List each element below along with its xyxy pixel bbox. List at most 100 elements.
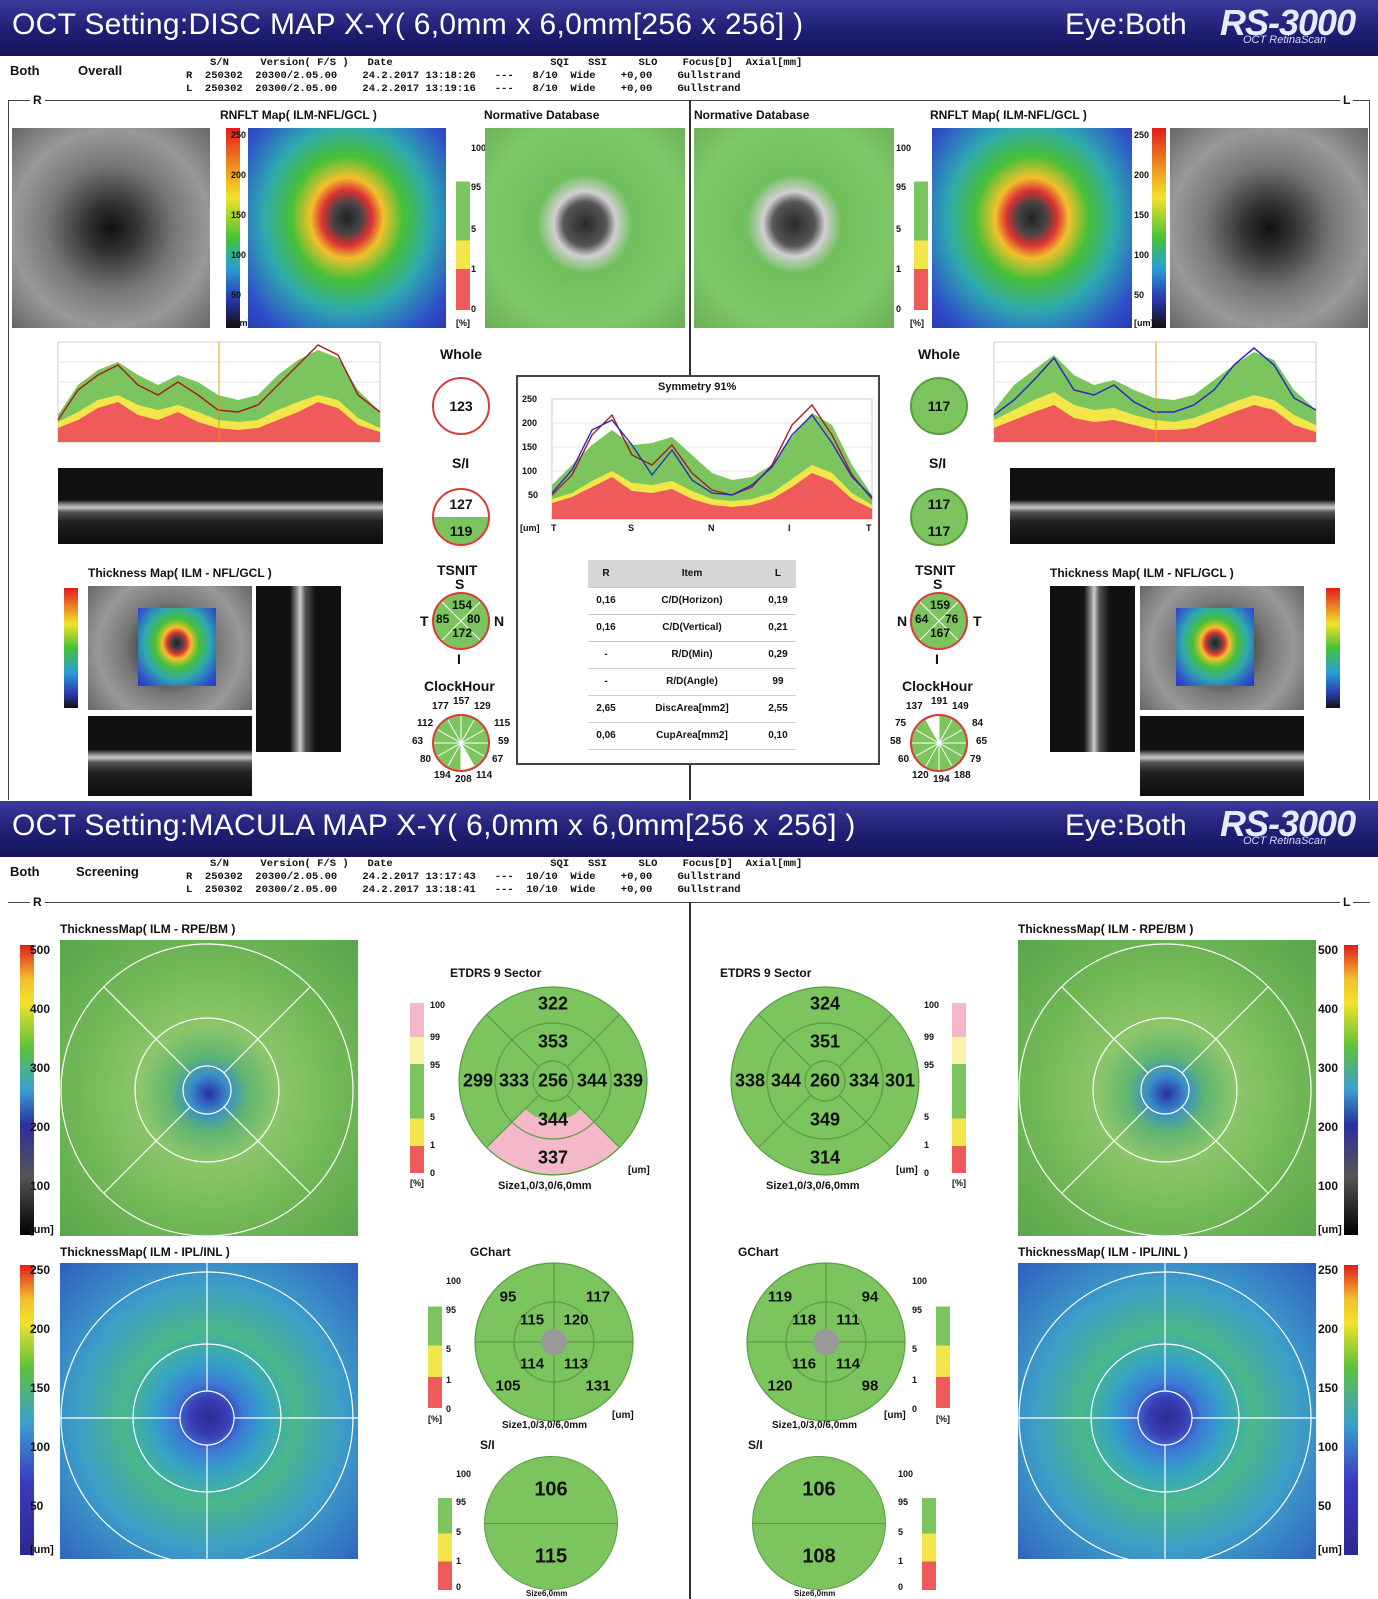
disc-title-bar: OCT Setting:DISC MAP X-Y( 6,0mm x 6,0mm[… (0, 0, 1378, 56)
rpe-tick: 400 (1318, 1002, 1339, 1016)
logo-subtitle: OCT RetinaScan (1243, 835, 1327, 847)
si-macula-circle-right: 106 115 (484, 1456, 618, 1590)
ipl-tick: 100 (30, 1440, 51, 1454)
scale-tick: 200 (231, 170, 247, 180)
ipl-tick: 150 (1318, 1381, 1339, 1395)
tsnit-i-right: 172 (452, 626, 473, 640)
etdrs-size-right: Size1,0/3,0/6,0mm (498, 1180, 592, 1192)
leg-tick: 1 (912, 1375, 918, 1385)
normative-map-left (694, 128, 894, 328)
table-header-item: Item (624, 560, 760, 588)
clock-value: 191 (931, 696, 948, 707)
leg-tick: 0 (898, 1582, 904, 1592)
normative-label-left: Normative Database (694, 108, 810, 122)
slo-fundus-image-right (12, 128, 210, 328)
rpe-tick: 300 (1318, 1061, 1339, 1075)
etdrs-inner-superior-right: 353 (537, 1031, 569, 1052)
clock-value: 157 (453, 696, 470, 707)
scale-tick: 150 (231, 210, 247, 220)
disc-bscan-right (58, 468, 383, 544)
clockhour-label-right: ClockHour (424, 678, 495, 694)
leg-tick: 1 (924, 1140, 930, 1150)
tsnit-graph-left (990, 340, 1355, 448)
tsnit-n-right: 80 (467, 612, 481, 626)
gchart-legend-left (936, 1278, 950, 1408)
table-cell: R/D(Angle) (624, 668, 760, 696)
si-label-right: S/I (452, 455, 470, 471)
clock-value: 129 (474, 701, 491, 712)
disc-side-l: L (1340, 93, 1354, 107)
si-superior-macula-right: 106 (534, 1478, 568, 1501)
leg-tick: 1 (430, 1140, 436, 1150)
vertical-bscan-left (1050, 586, 1135, 752)
norm-tick: 95 (896, 182, 907, 192)
scale-tick: 150 (1134, 210, 1150, 220)
tsnit-graph-right (18, 340, 383, 448)
si-superior-right: 127 (449, 495, 473, 512)
etdrs-outer-temporal-left: 301 (884, 1070, 916, 1091)
tsnit-letter-n-left: N (897, 613, 908, 629)
tsnit-circle-left: 159 64 76 167 (910, 592, 968, 650)
leg-tick: 100 (446, 1276, 462, 1286)
gchart-inner-sup-temporal-left: 111 (836, 1311, 860, 1329)
etdrs-inner-temporal-left: 334 (848, 1070, 880, 1091)
etdrs-size-left: Size1,0/3,0/6,0mm (766, 1180, 860, 1192)
rpe-tick: 500 (1318, 943, 1339, 957)
tsnit-letter-s-right: S (455, 576, 465, 592)
table-row: - R/D(Min) 0,29 (588, 641, 796, 669)
clockhour-circle-right (432, 714, 490, 772)
etdrs-label-left: ETDRS 9 Sector (720, 966, 812, 980)
table-cell: 0,10 (759, 722, 796, 750)
table-cell: 0,06 (588, 722, 625, 750)
clockhour-values-right: 177 157 129 112 115 63 59 80 67 194 208 … (400, 694, 520, 794)
disc-scan-info: Both Overall S/N Version( F/S ) Date SQI… (0, 57, 1378, 97)
leg-tick: 5 (912, 1344, 918, 1354)
disc-mode-overall: Overall (78, 63, 123, 78)
clock-value: 194 (434, 770, 451, 781)
table-cell: 0,29 (759, 641, 796, 669)
thickness-scale-left (1326, 588, 1340, 708)
rpe-tick: [um] (30, 1224, 54, 1236)
clock-value: 59 (498, 736, 510, 747)
rpe-map-right (60, 940, 358, 1236)
table-row: 0,16 C/D(Vertical) 0,21 (588, 614, 796, 642)
macula-mode-screening: Screening (76, 864, 139, 879)
disc-side-r: R (30, 93, 45, 107)
clock-value: 63 (412, 736, 424, 747)
disc-right-border (1369, 100, 1370, 800)
etdrs-chart-right: 322 353 299 333 256 344 339 344 337 (458, 986, 648, 1176)
tsnit-letter-t-left: T (973, 613, 982, 629)
table-row: 0,06 CupArea[mm2] 0,10 (588, 722, 796, 750)
table-row: 2,65 DiscArea[mm2] 2,55 (588, 695, 796, 723)
si-legend-left (922, 1472, 936, 1590)
clock-value: 208 (455, 774, 472, 785)
tsnit-s-left: 159 (930, 598, 951, 612)
gchart-label-right: GChart (470, 1245, 511, 1259)
sym-xtick: T (866, 523, 872, 533)
etdrs-outer-inferior-left: 314 (809, 1147, 841, 1168)
etdrs-unit-right: [um] (628, 1165, 650, 1176)
ipl-tick: 250 (1318, 1263, 1339, 1277)
si-label-macula-left: S/I (748, 1438, 763, 1452)
rnflt-map-label-left: RNFLT Map( ILM-NFL/GCL ) (930, 108, 1087, 122)
gchart-inf-temporal-left: 98 (861, 1377, 879, 1395)
clock-value: 194 (933, 774, 950, 785)
disc-parameters-table: R Item L 0,16 C/D(Horizon) 0,19 0,16 C/D(Ve… (588, 560, 796, 750)
clockhour-label-left: ClockHour (902, 678, 973, 694)
si-inferior-macula-right: 115 (534, 1545, 568, 1568)
gchart-inner-sup-nasal-right: 120 (563, 1311, 589, 1329)
table-cell: CupArea[mm2] (624, 722, 760, 750)
etdrs-outer-temporal-right: 299 (462, 1070, 494, 1091)
si-inferior-macula-left: 108 (802, 1545, 836, 1568)
norm-tick: 5 (471, 224, 477, 234)
scale-tick: [um] (231, 318, 251, 328)
rpe-map-label-left: ThicknessMap( ILM - RPE/BM ) (1018, 922, 1194, 936)
scale-tick: [um] (1134, 318, 1154, 328)
ipl-tick: 150 (30, 1381, 51, 1395)
rnflt-map-right (248, 128, 446, 328)
norm-tick: [%] (910, 318, 924, 328)
clockhour-circle-left (910, 714, 968, 772)
clock-value: 84 (972, 718, 984, 729)
norm-tick: 0 (896, 304, 902, 314)
leg-tick: 95 (912, 1305, 923, 1315)
